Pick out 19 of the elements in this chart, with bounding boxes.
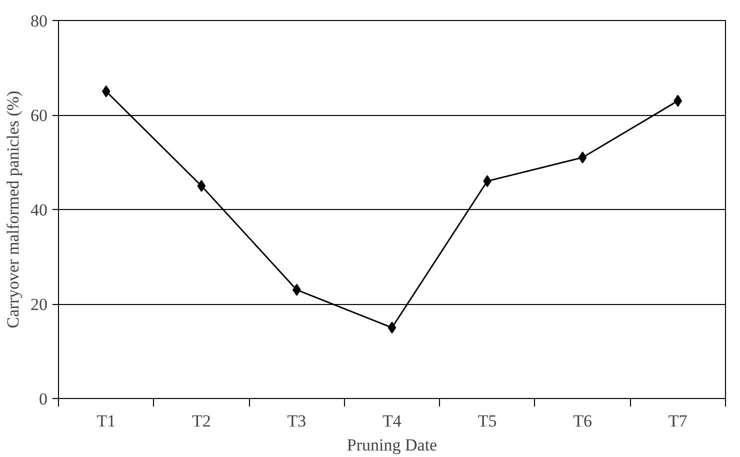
y-tick-label: 40 <box>30 200 48 220</box>
point <box>197 180 206 192</box>
x-tick-label: T5 <box>478 412 497 430</box>
x-tick-label: T6 <box>573 412 592 430</box>
x-tick-label: T3 <box>287 412 306 430</box>
x-tick-label: T2 <box>192 412 211 430</box>
y-axis-title: Carryover malformed panicles (%) <box>4 90 22 328</box>
y-tick-label: 20 <box>30 295 48 314</box>
y-tick-label: 0 <box>39 390 48 408</box>
point <box>578 152 587 164</box>
x-axis-title: Pruning Date <box>346 436 438 454</box>
y-tick-label: 80 <box>30 12 48 30</box>
point <box>674 94 682 107</box>
point <box>388 322 396 334</box>
x-tick-label: T4 <box>382 412 402 430</box>
x-tick-label: T1 <box>96 412 116 430</box>
x-tick-label: T7 <box>668 412 688 430</box>
point <box>102 85 110 98</box>
y-tick-label: 60 <box>30 106 48 125</box>
